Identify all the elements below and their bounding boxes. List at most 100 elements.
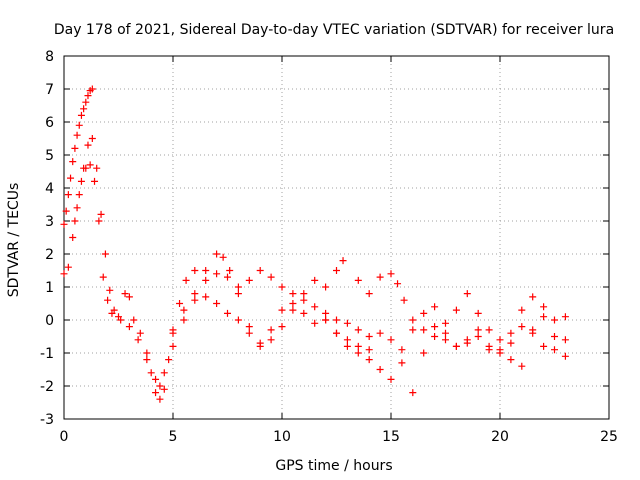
- y-tick-label: 3: [45, 214, 54, 230]
- x-tick-label: 0: [60, 429, 69, 445]
- series-trace-f: [322, 309, 569, 360]
- data-point: [202, 293, 210, 301]
- data-point: [518, 323, 526, 331]
- data-point: [322, 283, 330, 291]
- x-tick-label: 20: [491, 429, 509, 445]
- data-point: [82, 98, 90, 106]
- data-point: [143, 356, 151, 364]
- data-point: [551, 346, 558, 354]
- data-point: [333, 316, 340, 324]
- data-point: [333, 267, 340, 274]
- data-point: [507, 339, 515, 347]
- data-point: [442, 336, 449, 344]
- y-tick-label: -1: [40, 346, 54, 362]
- data-point: [289, 300, 297, 307]
- data-point: [278, 306, 286, 314]
- data-point: [125, 293, 133, 301]
- x-axis-label: GPS time / hours: [275, 458, 392, 474]
- data-point: [180, 316, 188, 324]
- data-point: [213, 300, 221, 307]
- data-point: [84, 92, 92, 100]
- data-point: [540, 313, 548, 321]
- data-point: [529, 329, 537, 337]
- data-point: [176, 300, 184, 307]
- data-point: [152, 389, 160, 397]
- data-point: [226, 267, 234, 274]
- data-point: [365, 333, 373, 340]
- data-point: [496, 349, 504, 357]
- data-point: [409, 326, 417, 334]
- data-point: [289, 290, 297, 298]
- data-point: [75, 191, 83, 199]
- data-point: [88, 135, 96, 142]
- data-point: [463, 290, 471, 298]
- data-point: [420, 326, 428, 334]
- y-tick-label: -3: [40, 412, 54, 428]
- data-point: [156, 395, 164, 403]
- data-point: [106, 286, 114, 294]
- data-point: [387, 336, 395, 344]
- data-point: [191, 296, 199, 304]
- y-tick-label: 2: [45, 247, 54, 263]
- data-point: [485, 346, 493, 354]
- data-point: [234, 283, 242, 291]
- series-trace-b: [60, 161, 347, 403]
- data-point: [398, 359, 406, 367]
- data-point: [322, 316, 330, 324]
- data-point: [160, 369, 168, 377]
- data-point: [73, 131, 81, 139]
- data-point: [311, 276, 319, 284]
- data-point: [463, 336, 471, 344]
- data-point: [551, 333, 558, 340]
- data-point: [169, 342, 177, 350]
- data-point: [420, 309, 428, 317]
- data-point: [431, 323, 439, 331]
- data-point: [256, 339, 264, 347]
- y-tick-label: 8: [45, 49, 54, 65]
- data-point: [343, 319, 351, 327]
- data-point: [147, 369, 155, 377]
- data-point: [540, 342, 548, 350]
- data-point: [420, 349, 428, 357]
- data-point: [365, 356, 373, 364]
- data-point: [69, 234, 77, 241]
- x-tick-label: 25: [600, 429, 618, 445]
- series-trace-d: [169, 293, 569, 397]
- data-point: [267, 326, 275, 334]
- series-trace-e: [354, 270, 569, 344]
- data-point: [289, 306, 297, 314]
- data-point: [75, 121, 83, 129]
- data-point: [213, 250, 221, 258]
- data-point: [442, 319, 449, 327]
- data-point: [234, 316, 242, 324]
- data-point: [442, 329, 449, 337]
- data-point: [156, 382, 164, 390]
- data-point: [104, 296, 112, 304]
- plot-area-frame: [63, 55, 610, 420]
- data-point: [71, 144, 79, 152]
- data-point: [400, 296, 408, 304]
- data-point: [376, 329, 384, 337]
- data-point: [311, 319, 319, 327]
- data-point: [398, 346, 406, 354]
- data-point: [80, 164, 88, 172]
- data-point: [245, 276, 253, 284]
- data-point: [354, 276, 362, 284]
- data-point: [169, 326, 177, 334]
- data-point: [165, 356, 173, 364]
- data-point: [69, 158, 77, 166]
- data-point: [474, 326, 482, 334]
- data-point: [101, 250, 109, 258]
- data-point: [224, 273, 231, 281]
- data-point: [60, 220, 68, 228]
- data-point: [365, 346, 373, 354]
- y-tick-label: 5: [45, 148, 54, 164]
- data-point: [84, 141, 92, 149]
- data-point: [387, 375, 395, 383]
- data-point: [343, 336, 351, 344]
- data-point: [561, 336, 569, 344]
- data-point: [80, 105, 88, 113]
- data-point: [354, 326, 362, 334]
- data-point: [67, 174, 75, 182]
